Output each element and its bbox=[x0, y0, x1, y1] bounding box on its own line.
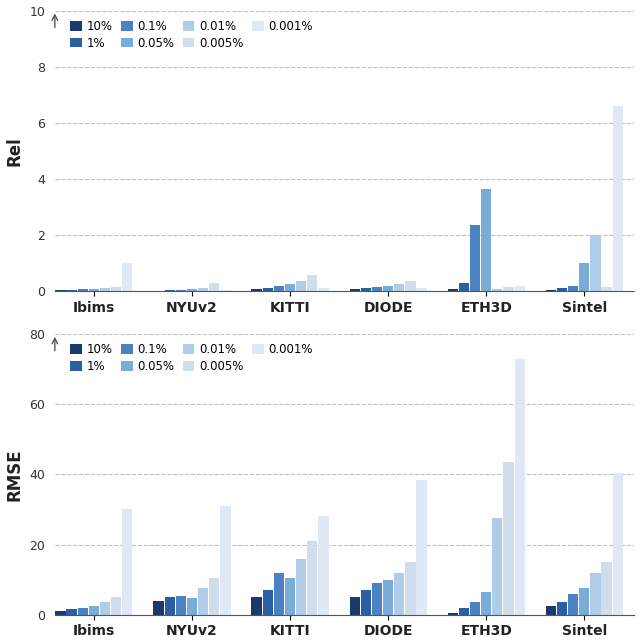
Bar bbox=[111, 287, 121, 291]
Bar bbox=[198, 589, 208, 615]
Bar bbox=[262, 590, 273, 615]
Y-axis label: RMSE: RMSE bbox=[6, 448, 24, 500]
Bar bbox=[111, 597, 121, 615]
Bar bbox=[515, 359, 525, 615]
Bar bbox=[122, 509, 132, 615]
Bar bbox=[77, 289, 88, 291]
Bar bbox=[307, 541, 317, 615]
Bar bbox=[470, 602, 480, 615]
Bar bbox=[89, 606, 99, 615]
Bar bbox=[579, 263, 589, 291]
Bar bbox=[55, 611, 65, 615]
Bar bbox=[546, 290, 556, 291]
Bar bbox=[602, 562, 612, 615]
Bar bbox=[602, 287, 612, 291]
Bar bbox=[504, 287, 514, 291]
Bar bbox=[296, 281, 307, 291]
Bar bbox=[394, 284, 404, 291]
Bar bbox=[175, 290, 186, 291]
Bar bbox=[515, 287, 525, 291]
Bar bbox=[579, 589, 589, 615]
Bar bbox=[459, 608, 469, 615]
Bar bbox=[296, 558, 307, 615]
Bar bbox=[77, 608, 88, 615]
Bar bbox=[164, 290, 175, 291]
Legend: 10%, 1%, 0.1%, 0.05%, 0.01%, 0.005%, 0.001%: 10%, 1%, 0.1%, 0.05%, 0.01%, 0.005%, 0.0… bbox=[67, 340, 316, 377]
Bar bbox=[55, 290, 65, 291]
Bar bbox=[252, 289, 262, 291]
Bar bbox=[372, 583, 382, 615]
Bar bbox=[274, 573, 284, 615]
Bar bbox=[372, 287, 382, 291]
Bar bbox=[383, 580, 393, 615]
Bar bbox=[557, 602, 567, 615]
Bar bbox=[417, 480, 427, 615]
Legend: 10%, 1%, 0.1%, 0.05%, 0.01%, 0.005%, 0.001%: 10%, 1%, 0.1%, 0.05%, 0.01%, 0.005%, 0.0… bbox=[67, 17, 316, 53]
Bar bbox=[220, 506, 230, 615]
Bar bbox=[318, 516, 328, 615]
Bar bbox=[154, 601, 164, 615]
Bar bbox=[285, 284, 295, 291]
Bar bbox=[405, 281, 415, 291]
Bar bbox=[470, 225, 480, 291]
Bar bbox=[122, 263, 132, 291]
Bar bbox=[318, 288, 328, 291]
Bar bbox=[187, 289, 197, 291]
Bar bbox=[307, 275, 317, 291]
Bar bbox=[481, 592, 492, 615]
Bar bbox=[262, 288, 273, 291]
Bar bbox=[394, 573, 404, 615]
Bar bbox=[220, 290, 230, 291]
Bar bbox=[546, 606, 556, 615]
Bar bbox=[417, 288, 427, 291]
Bar bbox=[557, 288, 567, 291]
Bar bbox=[447, 613, 458, 615]
Bar bbox=[285, 578, 295, 615]
Bar bbox=[175, 596, 186, 615]
Bar bbox=[67, 609, 77, 615]
Bar bbox=[459, 283, 469, 291]
Bar bbox=[187, 598, 197, 615]
Bar bbox=[100, 288, 110, 291]
Bar bbox=[590, 234, 600, 291]
Bar bbox=[361, 288, 371, 291]
Bar bbox=[612, 473, 623, 615]
Bar bbox=[568, 287, 579, 291]
Bar bbox=[481, 189, 492, 291]
Bar bbox=[447, 289, 458, 291]
Bar bbox=[492, 289, 502, 291]
Bar bbox=[349, 289, 360, 291]
Bar bbox=[100, 602, 110, 615]
Bar bbox=[568, 594, 579, 615]
Bar bbox=[164, 597, 175, 615]
Bar bbox=[349, 597, 360, 615]
Bar bbox=[504, 462, 514, 615]
Bar bbox=[89, 289, 99, 291]
Bar bbox=[252, 597, 262, 615]
Bar bbox=[209, 283, 220, 291]
Bar bbox=[274, 287, 284, 291]
Bar bbox=[383, 286, 393, 291]
Bar bbox=[361, 590, 371, 615]
Bar bbox=[67, 290, 77, 291]
Bar bbox=[198, 288, 208, 291]
Bar bbox=[209, 578, 220, 615]
Bar bbox=[405, 562, 415, 615]
Bar bbox=[492, 518, 502, 615]
Y-axis label: Rel: Rel bbox=[6, 136, 24, 166]
Bar bbox=[612, 106, 623, 291]
Bar bbox=[590, 573, 600, 615]
